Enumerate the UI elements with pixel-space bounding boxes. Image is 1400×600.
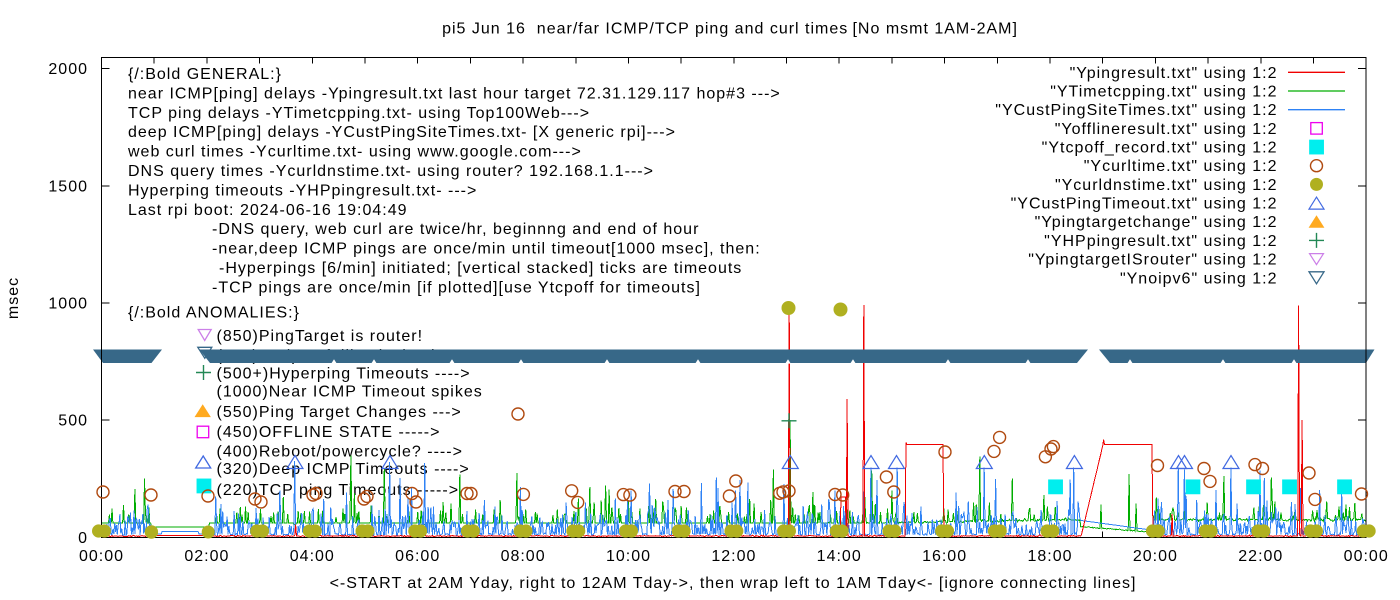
svg-text:pi5 Jun 16 near/far ICMP/TCP: pi5 Jun 16 near/far ICMP/TCP ping and cu… <box>442 21 1018 38</box>
svg-text:"YTimetcpping.txt" using 1:2: "YTimetcpping.txt" using 1:2 <box>1050 84 1277 101</box>
svg-text:"YHPpingresult.txt" using 1:2: "YHPpingresult.txt" using 1:2 <box>1044 233 1277 250</box>
svg-text:(550)Ping Target Changes --->: (550)Ping Target Changes ---> <box>217 404 462 421</box>
svg-text:0: 0 <box>78 530 88 547</box>
svg-text:1500: 1500 <box>48 178 88 195</box>
svg-text:-DNS query, web curl are twice: -DNS query, web curl are twice/hr, begin… <box>212 221 699 238</box>
svg-text:TCP ping delays -YTimetcpping.: TCP ping delays -YTimetcpping.txt- using… <box>128 105 590 122</box>
svg-text:00:00: 00:00 <box>1344 548 1389 565</box>
svg-text:04:00: 04:00 <box>290 548 335 565</box>
svg-text:"Ypingtargetchange" using 1:2: "Ypingtargetchange" using 1:2 <box>1035 214 1278 231</box>
svg-text:near ICMP[ping] delays -Ypingr: near ICMP[ping] delays -Ypingresult.txt … <box>128 85 781 102</box>
svg-text:{/:Bold GENERAL:}: {/:Bold GENERAL:} <box>128 66 282 83</box>
svg-text:-Hyperpings [6/min] initiated;: -Hyperpings [6/min] initiated; [vertical… <box>219 260 742 277</box>
svg-text:"Yofflineresult.txt" using 1:2: "Yofflineresult.txt" using 1:2 <box>1055 121 1278 138</box>
svg-text:2000: 2000 <box>48 61 88 78</box>
svg-text:(500+)Hyperping Timeouts ---->: (500+)Hyperping Timeouts ----> <box>217 366 471 383</box>
svg-text:msec: msec <box>5 277 22 319</box>
svg-text:"Ypingresult.txt" using 1:2: "Ypingresult.txt" using 1:2 <box>1070 65 1278 82</box>
svg-text:18:00: 18:00 <box>1027 548 1072 565</box>
svg-text:(850)PingTarget is router!: (850)PingTarget is router! <box>217 328 424 345</box>
svg-text:"Ycurldnstime.txt" using 1:2: "Ycurldnstime.txt" using 1:2 <box>1055 177 1278 194</box>
svg-text:00:00: 00:00 <box>79 548 124 565</box>
svg-text:02:00: 02:00 <box>184 548 229 565</box>
svg-text:16:00: 16:00 <box>922 548 967 565</box>
svg-text:12:00: 12:00 <box>711 548 756 565</box>
svg-text:"YCustPingSiteTimes.txt" using: "YCustPingSiteTimes.txt" using 1:2 <box>995 102 1277 119</box>
svg-text:web curl times -Ycurltime.txt-: web curl times -Ycurltime.txt- using www… <box>127 144 582 161</box>
svg-text:500: 500 <box>58 413 88 430</box>
svg-text:06:00: 06:00 <box>395 548 440 565</box>
svg-text:22:00: 22:00 <box>1238 548 1283 565</box>
svg-text:08:00: 08:00 <box>501 548 546 565</box>
svg-text:10:00: 10:00 <box>606 548 651 565</box>
svg-text:"Ycurltime.txt" using 1:2: "Ycurltime.txt" using 1:2 <box>1084 158 1278 175</box>
svg-text:"Ytcpoff_record.txt" using 1:2: "Ytcpoff_record.txt" using 1:2 <box>1042 140 1278 157</box>
svg-text:"Ynoipv6" using 1:2: "Ynoipv6" using 1:2 <box>1120 270 1278 287</box>
svg-text:Last rpi boot: 2024-06-16 19:0: Last rpi boot: 2024-06-16 19:04:49 <box>128 202 408 219</box>
svg-text:(220)TCP ping Timeouts ----->: (220)TCP ping Timeouts -----> <box>217 482 460 499</box>
svg-text:14:00: 14:00 <box>817 548 862 565</box>
svg-text:"YCustPingTimeout.txt" using 1: "YCustPingTimeout.txt" using 1:2 <box>1011 196 1278 213</box>
svg-text:"YpingtargetISrouter" using 1:: "YpingtargetISrouter" using 1:2 <box>1028 252 1277 269</box>
svg-text:{/:Bold ANOMALIES:}: {/:Bold ANOMALIES:} <box>128 305 300 322</box>
svg-text:DNS query times -Ycurldnstime.: DNS query times -Ycurldnstime.txt- using… <box>128 163 654 180</box>
svg-text:(320)Deep ICMP Timeouts ---->: (320)Deep ICMP Timeouts ----> <box>217 461 470 478</box>
svg-text:20:00: 20:00 <box>1133 548 1178 565</box>
svg-text:deep ICMP[ping] delays -YCustP: deep ICMP[ping] delays -YCustPingSiteTim… <box>128 124 676 141</box>
svg-text:-TCP pings are once/min [if pl: -TCP pings are once/min [if plotted][use… <box>212 279 701 296</box>
svg-text:1000: 1000 <box>48 296 88 313</box>
svg-text:(400)Reboot/powercycle? ---->: (400)Reboot/powercycle? ----> <box>217 444 463 461</box>
svg-text:Hyperping timeouts -YHPpingres: Hyperping timeouts -YHPpingresult.txt- -… <box>128 182 477 199</box>
svg-text:<-START at 2AM Yday, right to: <-START at 2AM Yday, right to 12AM Tday-… <box>330 575 1137 592</box>
svg-text:-near,deep ICMP pings are once: -near,deep ICMP pings are once/min until… <box>212 241 761 258</box>
svg-text:(1000)Near ICMP Timeout spikes: (1000)Near ICMP Timeout spikes <box>217 384 483 401</box>
svg-text:(450)OFFLINE STATE ----->: (450)OFFLINE STATE -----> <box>217 424 441 441</box>
